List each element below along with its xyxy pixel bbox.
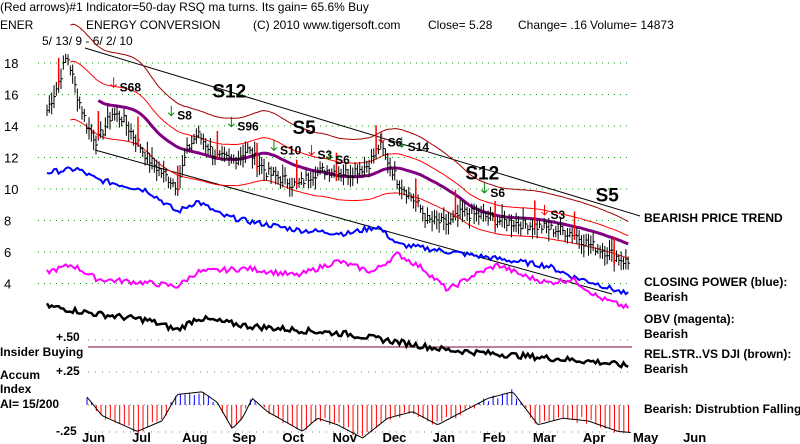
- x-tick-label: May: [633, 430, 659, 444]
- x-tick-label: Jan: [433, 430, 455, 444]
- x-tick-label: Aug: [182, 430, 207, 444]
- sell-arrow-icon: [481, 182, 488, 194]
- obv-status: Bearish: [644, 327, 689, 341]
- sell-arrow-icon: [228, 116, 235, 128]
- x-tick-label: Mar: [533, 430, 556, 444]
- company-name: ENERGY CONVERSION: [86, 18, 221, 32]
- indicator-title: (Red arrows)#1 Indicator=50-day RSQ ma t…: [0, 0, 369, 14]
- signal-label: S5: [596, 186, 620, 207]
- signal-label: S12: [465, 164, 499, 185]
- sell-arrow-icon: [398, 137, 406, 148]
- sell-arrow-icon: [308, 145, 315, 156]
- signal-label: S3: [551, 208, 566, 222]
- y-tick-label: 14: [4, 119, 18, 134]
- lower-band: [70, 118, 629, 259]
- y-tick-label: 12: [4, 151, 18, 166]
- x-tick-label: Dec: [383, 430, 407, 444]
- signal-label: S14: [408, 140, 430, 154]
- date-range: 5/ 13/ 9 - 6/ 2/ 10: [42, 34, 133, 48]
- rel-strength-label: REL.STR..VS DJI (brown):: [644, 347, 792, 361]
- y-tick-label: 4: [4, 277, 11, 292]
- y-tick-label: 6: [4, 245, 11, 260]
- sell-arrow-icon: [325, 149, 333, 161]
- signal-label: S96: [237, 120, 259, 134]
- signal-label: S6: [335, 153, 350, 167]
- x-tick-label: Nov: [332, 430, 357, 444]
- upper-band: [70, 23, 629, 222]
- signal-label: S12: [212, 82, 246, 103]
- ai-tick-plus50: +.50: [56, 330, 80, 344]
- closing-power-status: Bearish: [644, 290, 689, 304]
- lower-trendline: [94, 149, 613, 295]
- x-tick-label: Feb: [483, 430, 506, 444]
- x-tick-label: Oct: [282, 430, 304, 444]
- accum-index-value: AI= 15/200: [0, 397, 60, 411]
- upper-trendline: [84, 47, 641, 217]
- sell-arrow-icon: [541, 204, 548, 216]
- volume-value: Volume= 14873: [590, 18, 674, 32]
- closing-power-label: CLOSING POWER (blue):: [644, 275, 788, 289]
- accum-label-1: Accum: [0, 368, 41, 382]
- ai-tick-minus25: -.25: [56, 424, 77, 438]
- y-tick-label: 10: [4, 182, 18, 197]
- closing-power-line: [46, 166, 629, 296]
- x-tick-label: Jun: [683, 430, 706, 444]
- signal-label: S10: [280, 143, 302, 157]
- close-value: Close= 5.28: [428, 18, 493, 32]
- ticker: ENER: [0, 18, 34, 32]
- signal-label: S6: [388, 135, 403, 149]
- rel-strength-line: [45, 302, 629, 369]
- obv-label: OBV (magenta):: [644, 312, 735, 326]
- copyright: (C) 2010 www.tigersoft.com: [253, 18, 401, 32]
- accum-label-2: Index: [0, 382, 32, 396]
- signal-label: S8: [177, 109, 192, 123]
- y-tick-label: 8: [4, 214, 11, 229]
- ai-tick-plus25: +.25: [56, 364, 80, 378]
- signal-label: S3: [318, 148, 333, 162]
- change-value: Change= .16: [518, 18, 588, 32]
- y-tick-label: 18: [4, 56, 18, 71]
- sell-arrow-icon: [167, 105, 175, 117]
- ai-line: [86, 391, 631, 439]
- x-tick-label: Jul: [132, 430, 151, 444]
- sell-arrow-icon: [270, 140, 278, 152]
- x-tick-label: Sep: [232, 430, 256, 444]
- signal-label: S6: [490, 186, 505, 200]
- sell-arrow-icon: [378, 132, 386, 144]
- trend-label: BEARISH PRICE TREND: [644, 211, 783, 225]
- signal-label: S5: [292, 118, 316, 139]
- signal-label: S68: [120, 80, 142, 94]
- x-tick-label: Apr: [583, 430, 605, 444]
- accum-status: Bearish: Distrubtion Falling.: [644, 402, 800, 416]
- x-tick-label: Jun: [82, 430, 105, 444]
- sell-arrow-icon: [110, 77, 117, 89]
- obv-line: [46, 250, 630, 310]
- insider-buying-label: Insider Buying: [0, 345, 84, 359]
- rel-strength-status: Bearish: [644, 362, 689, 376]
- y-tick-label: 16: [4, 88, 18, 103]
